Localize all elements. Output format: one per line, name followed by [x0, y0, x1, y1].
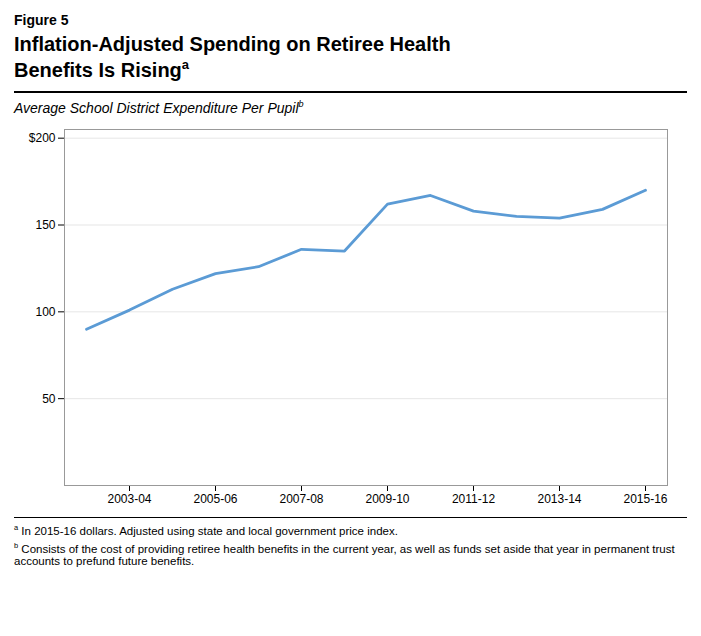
svg-text:2003-04: 2003-04 — [107, 492, 151, 506]
svg-text:2013-14: 2013-14 — [537, 492, 581, 506]
svg-text:2015-16: 2015-16 — [623, 492, 667, 506]
html-text:Inflation-Adjusted Spending on: Inflation-Adjusted Spending on Retiree H… — [14, 33, 451, 81]
html-text:aIn 2015-16 dollars. Adjusted: aIn 2015-16 dollars. Adjusted using stat… — [14, 523, 398, 538]
svg-text:2011-12: 2011-12 — [452, 492, 495, 506]
svg-text:50: 50 — [42, 392, 56, 406]
svg-text:$200: $200 — [29, 131, 56, 145]
html-text:Figure 5: Figure 5 — [14, 12, 69, 28]
html-text:bConsists of the cost of provi: bConsists of the cost of providing retir… — [14, 541, 675, 567]
svg-text:100: 100 — [35, 305, 55, 319]
html-text:Average School District Expend: Average School District Expenditure Per … — [14, 98, 304, 116]
svg-text:2009-10: 2009-10 — [365, 492, 409, 506]
svg-text:150: 150 — [35, 218, 55, 232]
svg-text:2007-08: 2007-08 — [279, 492, 323, 506]
svg-text:2005-06: 2005-06 — [193, 492, 237, 506]
